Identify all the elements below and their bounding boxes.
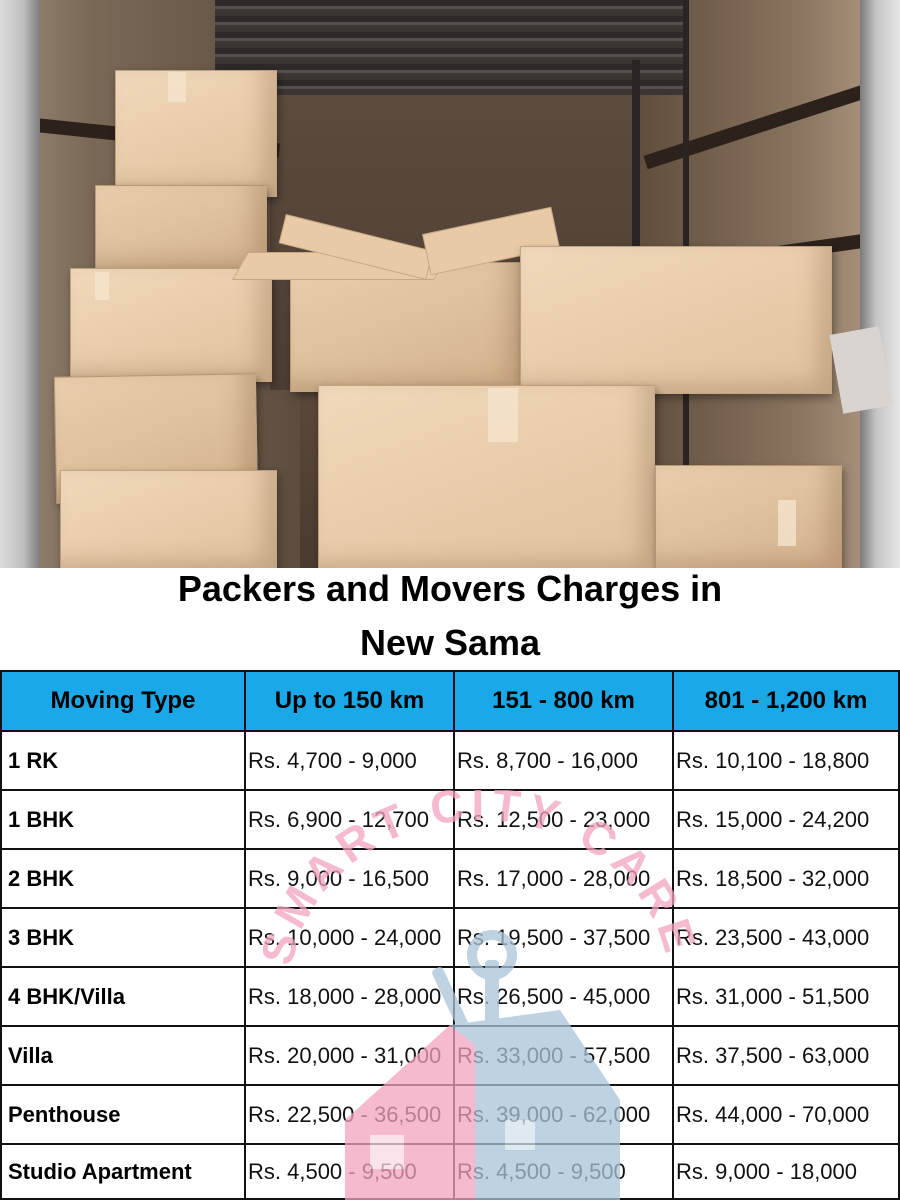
box-tape bbox=[488, 388, 518, 442]
cardboard-box bbox=[60, 470, 277, 568]
truck-door-right bbox=[860, 0, 900, 568]
price-cell-1200: Rs. 9,000 - 18,000 bbox=[672, 1143, 900, 1200]
table-header-row: Moving Type Up to 150 km 151 - 800 km 80… bbox=[0, 670, 900, 732]
price-cell-1200: Rs. 31,000 - 51,500 bbox=[672, 966, 900, 1027]
price-cell-800: Rs. 26,500 - 45,000 bbox=[453, 966, 674, 1027]
price-cell-150: Rs. 22,500 - 36,500 bbox=[244, 1084, 455, 1145]
truck-ceiling bbox=[215, 0, 685, 95]
header-151-800: 151 - 800 km bbox=[453, 670, 674, 732]
price-cell-150: Rs. 4,700 - 9,000 bbox=[244, 730, 455, 791]
cardboard-box bbox=[655, 465, 842, 568]
moving-type-cell: 1 RK bbox=[0, 730, 246, 791]
price-cell-800: Rs. 19,500 - 37,500 bbox=[453, 907, 674, 968]
price-cell-150: Rs. 10,000 - 24,000 bbox=[244, 907, 455, 968]
box-tape bbox=[168, 72, 186, 102]
box-tape bbox=[95, 272, 109, 300]
table-row: Villa Rs. 20,000 - 31,000 Rs. 33,000 - 5… bbox=[0, 1025, 900, 1086]
price-cell-800: Rs. 33,000 - 57,500 bbox=[453, 1025, 674, 1086]
header-801-1200: 801 - 1,200 km bbox=[672, 670, 900, 732]
price-cell-150: Rs. 18,000 - 28,000 bbox=[244, 966, 455, 1027]
moving-type-cell: 1 BHK bbox=[0, 789, 246, 850]
price-cell-150: Rs. 20,000 - 31,000 bbox=[244, 1025, 455, 1086]
moving-type-cell: 4 BHK/Villa bbox=[0, 966, 246, 1027]
table-row: 1 BHK Rs. 6,900 - 12,700 Rs. 12,500 - 23… bbox=[0, 789, 900, 850]
price-cell-1200: Rs. 18,500 - 32,000 bbox=[672, 848, 900, 909]
price-cell-150: Rs. 4,500 - 9,500 bbox=[244, 1143, 455, 1200]
price-cell-1200: Rs. 37,500 - 63,000 bbox=[672, 1025, 900, 1086]
price-cell-800: Rs. 8,700 - 16,000 bbox=[453, 730, 674, 791]
price-cell-1200: Rs. 10,100 - 18,800 bbox=[672, 730, 900, 791]
price-cell-150: Rs. 6,900 - 12,700 bbox=[244, 789, 455, 850]
moving-type-cell: Villa bbox=[0, 1025, 246, 1086]
cardboard-box bbox=[115, 70, 277, 197]
price-cell-150: Rs. 9,000 - 16,500 bbox=[244, 848, 455, 909]
price-cell-1200: Rs. 23,500 - 43,000 bbox=[672, 907, 900, 968]
open-cardboard-box bbox=[290, 262, 522, 392]
title-line-2: New Sama bbox=[359, 622, 541, 663]
table-row: Studio Apartment Rs. 4,500 - 9,500 Rs. 4… bbox=[0, 1143, 900, 1200]
header-up-to-150: Up to 150 km bbox=[244, 670, 455, 732]
truck-door-left bbox=[0, 0, 40, 568]
moving-type-cell: 3 BHK bbox=[0, 907, 246, 968]
table-row: 4 BHK/Villa Rs. 18,000 - 28,000 Rs. 26,5… bbox=[0, 966, 900, 1027]
moving-type-cell: Penthouse bbox=[0, 1084, 246, 1145]
moving-type-cell: Studio Apartment bbox=[0, 1143, 246, 1200]
price-cell-800: Rs. 17,000 - 28,000 bbox=[453, 848, 674, 909]
table-row: 1 RK Rs. 4,700 - 9,000 Rs. 8,700 - 16,00… bbox=[0, 730, 900, 791]
table-row: 3 BHK Rs. 10,000 - 24,000 Rs. 19,500 - 3… bbox=[0, 907, 900, 968]
cardboard-box bbox=[520, 246, 832, 394]
price-cell-800: Rs. 39,000 - 62,000 bbox=[453, 1084, 674, 1145]
title-line-1: Packers and Movers Charges in bbox=[177, 568, 723, 609]
price-cell-1200: Rs. 44,000 - 70,000 bbox=[672, 1084, 900, 1145]
table-row: Penthouse Rs. 22,500 - 36,500 Rs. 39,000… bbox=[0, 1084, 900, 1145]
page-title: Packers and Movers Charges in New Sama bbox=[0, 562, 900, 670]
cardboard-box bbox=[70, 268, 272, 382]
header-moving-type: Moving Type bbox=[0, 670, 246, 732]
table-row: 2 BHK Rs. 9,000 - 16,500 Rs. 17,000 - 28… bbox=[0, 848, 900, 909]
price-cell-1200: Rs. 15,000 - 24,200 bbox=[672, 789, 900, 850]
box-tape bbox=[778, 500, 796, 546]
price-cell-800: Rs. 4,500 - 9,500 bbox=[453, 1143, 674, 1200]
cardboard-box bbox=[318, 385, 655, 568]
price-cell-800: Rs. 12,500 - 23,000 bbox=[453, 789, 674, 850]
cardboard-box bbox=[95, 185, 267, 272]
moving-type-cell: 2 BHK bbox=[0, 848, 246, 909]
truck-pole bbox=[683, 0, 689, 470]
moving-truck-boxes-photo bbox=[0, 0, 900, 568]
